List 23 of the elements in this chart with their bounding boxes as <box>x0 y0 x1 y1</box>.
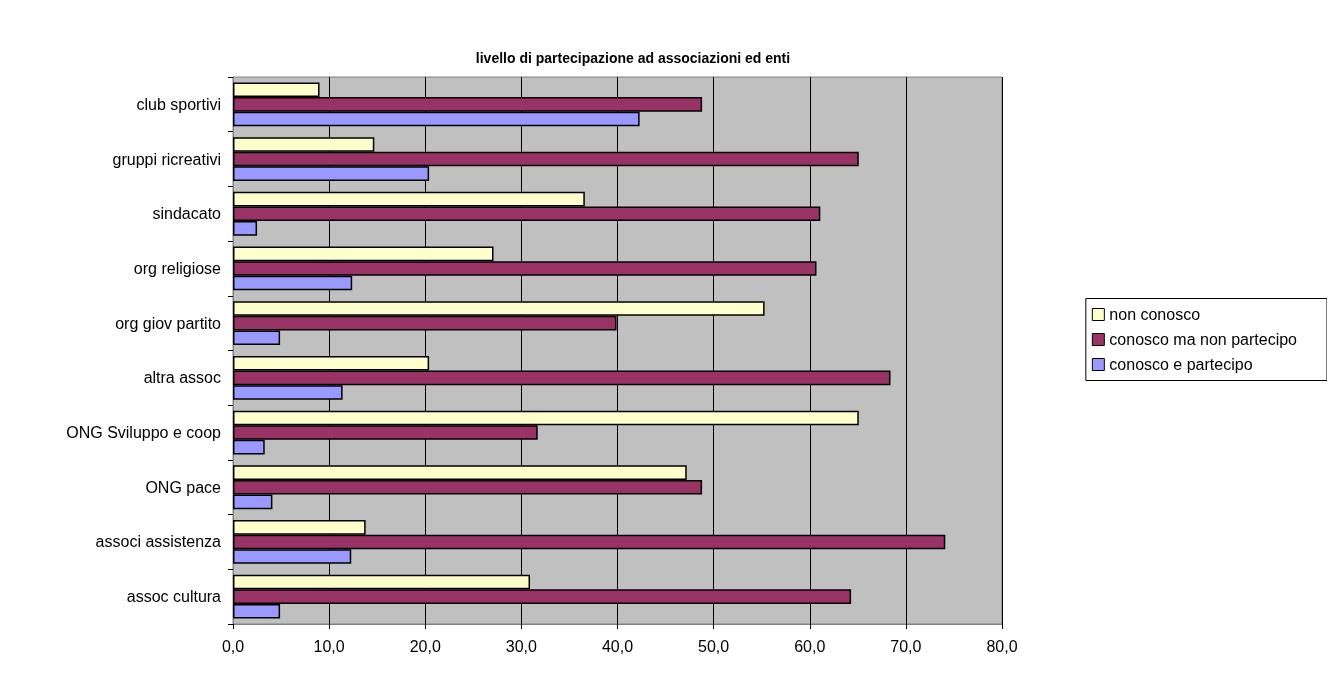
y-tick-label: assoc cultura <box>126 588 222 606</box>
chart-title: livello di partecipazione ad associazioni ed enti <box>475 50 791 66</box>
y-tick-label: org giov partito <box>115 314 222 332</box>
legend-label: conosco e partecipo <box>1109 356 1253 373</box>
x-tick-label: 0,0 <box>221 637 245 655</box>
legend-label: non conosco <box>1109 306 1201 323</box>
y-tick-label: sindacato <box>152 205 222 223</box>
x-tick-label: 40,0 <box>601 637 634 655</box>
y-tick-label: org religiose <box>133 259 222 277</box>
legend-label: conosco ma non partecipo <box>1109 331 1298 348</box>
y-tick-label: ONG pace <box>145 478 222 496</box>
y-tick-label: associ assistenza <box>95 533 222 551</box>
x-tick-label: 20,0 <box>409 637 441 655</box>
y-tick-label: club sportivi <box>136 95 221 113</box>
x-tick-label: 10,0 <box>313 637 345 655</box>
x-tick-label: 60,0 <box>794 637 826 655</box>
y-tick-label: altra assoc <box>143 369 221 387</box>
x-tick-label: 50,0 <box>698 637 730 655</box>
y-tick-label: ONG Sviluppo e coop <box>66 424 222 442</box>
x-tick-label: 80,0 <box>986 637 1018 655</box>
x-tick-label: 70,0 <box>890 637 922 655</box>
y-tick-label: gruppi ricreativi <box>112 150 221 168</box>
x-tick-label: 30,0 <box>505 637 538 655</box>
